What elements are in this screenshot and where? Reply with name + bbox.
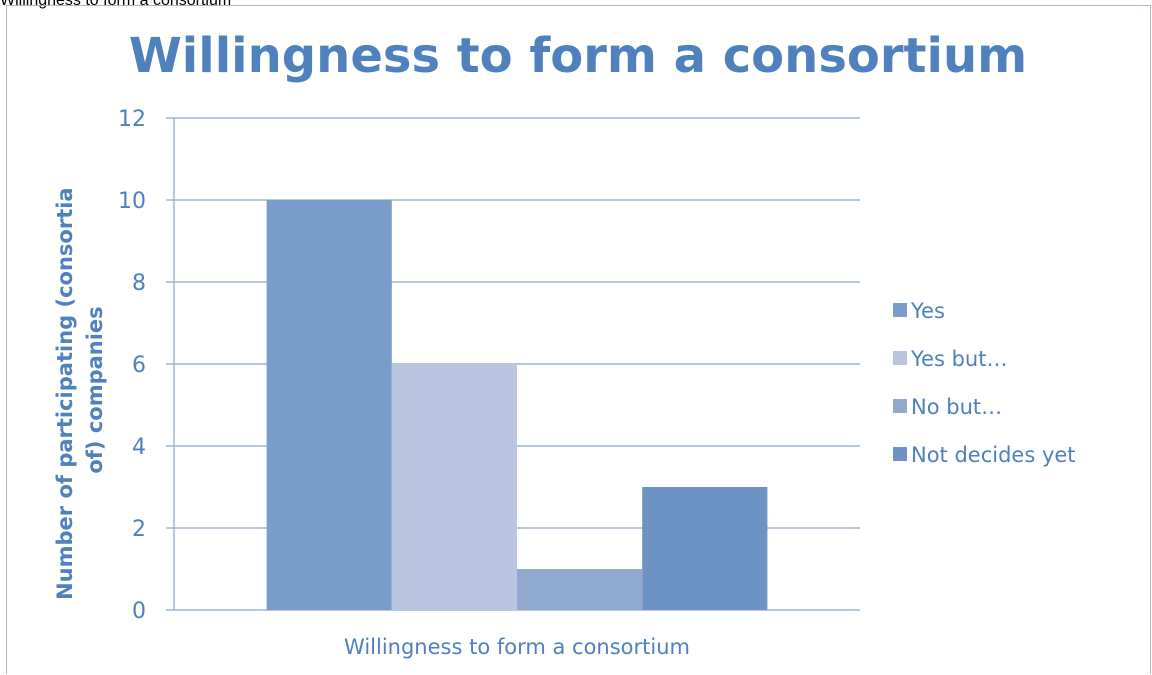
legend: Yes Yes but… No but… Not decides yet	[893, 299, 1076, 467]
legend-swatch	[893, 351, 907, 365]
y-tick-label: 2	[132, 517, 146, 542]
x-category-label: Willingness to form a consortium	[344, 635, 690, 659]
y-tick-label: 8	[132, 271, 146, 296]
y-axis-title-line-1: Number of participating (consortia	[53, 187, 77, 600]
bar	[266, 200, 392, 610]
y-tick-label: 0	[132, 599, 146, 624]
chart-title: Willingness to form a consortium	[129, 28, 1027, 84]
legend-label: Not decides yet	[911, 443, 1076, 467]
x-axis: Willingness to form a consortium	[173, 118, 690, 659]
y-tick-label: 10	[118, 189, 146, 214]
legend-swatch	[893, 303, 907, 317]
page-caption: Willingness to form a consortium	[0, 0, 232, 9]
y-tick-label: 4	[132, 435, 146, 460]
bar	[642, 487, 768, 610]
chart-frame	[6, 5, 1151, 674]
y-axis-title: Number of participating (consortia of) c…	[53, 180, 107, 600]
legend-swatch	[893, 447, 907, 461]
legend-label: Yes but…	[910, 347, 1007, 371]
y-tick-label: 6	[132, 353, 146, 378]
y-axis-title-line-2: of) companies	[83, 306, 107, 473]
legend-label: No but…	[911, 395, 1002, 419]
bar	[391, 364, 517, 610]
bars	[266, 200, 768, 610]
y-axis-ticks: 0 2 4 6 8 10 12	[118, 107, 146, 624]
y-tick-label: 12	[118, 107, 146, 132]
bar	[517, 569, 643, 610]
legend-label: Yes	[910, 299, 945, 323]
legend-swatch	[893, 399, 907, 413]
